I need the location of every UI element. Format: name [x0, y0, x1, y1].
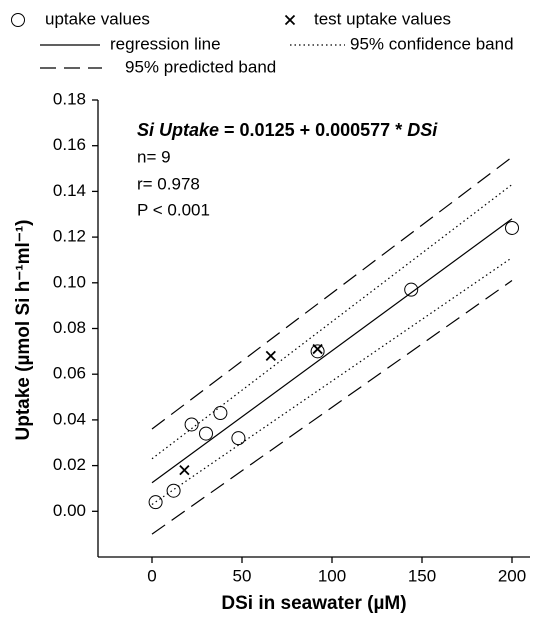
x-tick-label: 100	[318, 566, 346, 585]
data-point	[265, 350, 276, 362]
stat: n= 9	[137, 147, 171, 166]
y-tick-label: 0.18	[53, 89, 86, 108]
legend-label: uptake values	[45, 9, 150, 28]
data-point	[184, 417, 199, 432]
y-axis-label: Uptake (µmol Si h⁻¹ml⁻¹)	[13, 219, 34, 440]
data-point	[179, 465, 190, 476]
data-point	[199, 426, 213, 441]
equation-part: = 0.0125 + 0.000577 *	[219, 120, 407, 140]
y-tick-label: 0.08	[53, 318, 86, 337]
y-tick-label: 0.16	[53, 135, 86, 154]
band-upper	[151, 156, 513, 430]
equation: Si Uptake = 0.0125 + 0.000577 * DSi	[137, 120, 438, 140]
y-tick-label: 0.10	[53, 272, 86, 291]
legend-marker	[284, 14, 296, 26]
data-point	[312, 343, 323, 355]
band-lower	[151, 280, 513, 535]
y-tick-label: 0.04	[53, 409, 86, 428]
x-axis-label: DSi in seawater (µM)	[221, 593, 406, 614]
band-lower	[151, 257, 513, 505]
y-tick-label: 0.00	[53, 501, 86, 520]
stat: P < 0.001	[137, 200, 210, 219]
data-point	[505, 220, 519, 235]
legend-label: 95% predicted band	[125, 57, 276, 76]
equation-part: DSi	[407, 120, 438, 140]
x-tick-label: 150	[408, 566, 436, 585]
y-tick-label: 0.02	[53, 455, 86, 474]
data-point	[310, 344, 325, 359]
y-tick-label: 0.06	[53, 364, 86, 383]
band-upper	[151, 184, 513, 460]
data-point	[166, 483, 181, 498]
x-tick-label: 200	[498, 566, 526, 585]
legend-label: 95% confidence band	[350, 34, 514, 53]
data-point	[213, 406, 228, 421]
equation-part: Si Uptake	[137, 120, 219, 140]
y-tick-label: 0.12	[53, 227, 86, 246]
data-point	[404, 282, 419, 297]
regression-line	[151, 218, 513, 484]
y-tick-label: 0.14	[53, 181, 86, 200]
legend-label: test uptake values	[314, 9, 451, 28]
legend-marker	[11, 13, 25, 27]
x-tick-label: 50	[233, 566, 252, 585]
data-point	[231, 431, 246, 446]
stat: r= 0.978	[137, 174, 200, 193]
data-point	[148, 495, 163, 510]
legend-label: regression line	[110, 34, 221, 53]
x-tick-label: 0	[147, 566, 156, 585]
